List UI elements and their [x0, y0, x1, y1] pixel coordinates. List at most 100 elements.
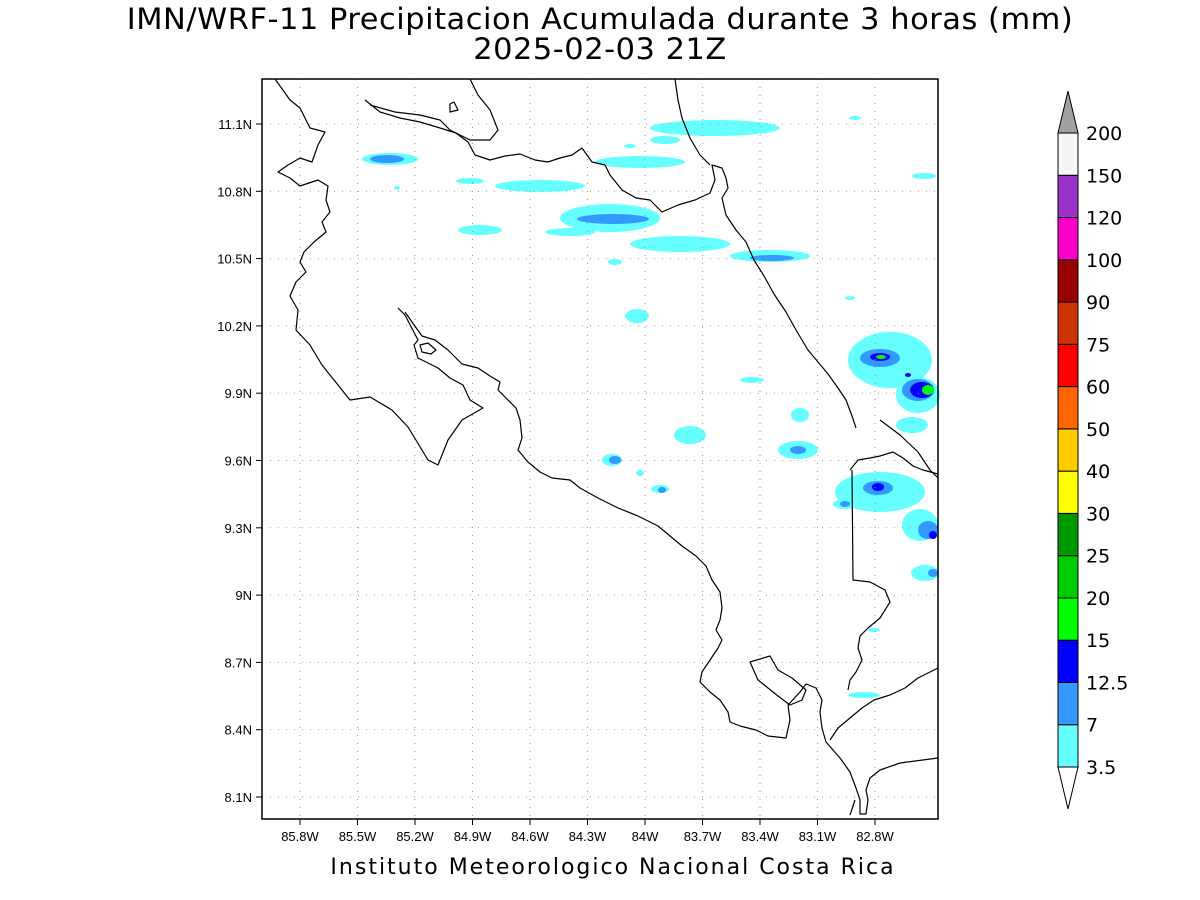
precip-area — [905, 373, 911, 377]
colorbar-label: 20 — [1086, 588, 1110, 610]
coastline — [274, 78, 939, 816]
colorbar-label: 90 — [1086, 292, 1110, 314]
colorbar-label: 7 — [1086, 715, 1098, 737]
precip-area — [896, 417, 928, 433]
lat-tick-label: 10.8N — [217, 184, 252, 199]
precip-area — [791, 408, 809, 422]
lon-tick-label: 83.1W — [799, 829, 837, 844]
footer-credit: Instituto Meteorologico Nacional Costa R… — [330, 855, 896, 880]
precip-area — [608, 259, 622, 265]
colorbar-swatch — [1057, 681, 1079, 726]
precip-area — [911, 565, 939, 581]
lat-tick-label: 8.4N — [225, 723, 252, 738]
lon-tick-label: 85.2W — [396, 829, 434, 844]
precip-area — [790, 446, 806, 454]
colorbar-label: 150 — [1086, 165, 1122, 187]
precip-area — [912, 173, 936, 179]
precip-area — [624, 144, 636, 148]
precip-area — [928, 569, 938, 577]
lat-tick-label: 8.7N — [225, 655, 252, 670]
colorbar-label: 100 — [1086, 250, 1122, 272]
precip-area — [458, 225, 502, 235]
precip-area — [868, 628, 880, 632]
lon-tick-label: 83.4W — [741, 829, 779, 844]
precip-area — [872, 483, 884, 491]
colorbar-swatch — [1057, 301, 1079, 345]
lon-tick-label: 84.3W — [569, 829, 607, 844]
map-title: IMN/WRF-11 Precipitacion Acumulada duran… — [126, 2, 1074, 36]
colorbar-label: 30 — [1086, 503, 1110, 525]
precip-area — [658, 487, 666, 493]
precip-area — [370, 155, 404, 163]
lat-tick-label: 10.2N — [217, 319, 252, 334]
colorbar-swatch — [1057, 512, 1079, 557]
colorbar-label: 3.5 — [1086, 757, 1116, 779]
precip-area — [650, 136, 680, 144]
precip-area — [650, 120, 780, 136]
precip-area — [922, 385, 934, 395]
colorbar-swatch — [1057, 555, 1079, 599]
map-timestamp: 2025-02-03 21Z — [473, 32, 727, 66]
colorbar-swatch — [1057, 386, 1079, 430]
axis-ticks: 85.8W 85.5W 85.2W 84.9W 84.6W 84.3W 84W 83.7W 83… — [217, 117, 894, 844]
precip-area — [740, 377, 764, 383]
colorbar-label: 25 — [1086, 546, 1110, 568]
colorbar-swatch — [1057, 428, 1079, 472]
precipitation-areas — [362, 116, 940, 698]
lat-tick-label: 9.6N — [225, 454, 252, 469]
colorbar-label: 15 — [1086, 630, 1110, 652]
lat-tick-label: 8.1N — [225, 790, 252, 805]
lon-tick-label: 85.5W — [339, 829, 377, 844]
precip-area — [929, 531, 937, 539]
colorbar-label: 40 — [1086, 461, 1110, 483]
lon-tick-label: 85.8W — [281, 829, 319, 844]
colorbar-swatch — [1057, 724, 1079, 768]
colorbar-swatch — [1057, 597, 1079, 641]
lon-tick-label: 84W — [632, 829, 659, 844]
precip-area — [595, 156, 685, 168]
precip-area — [625, 309, 649, 323]
lon-tick-label: 84.9W — [454, 829, 492, 844]
colorbar-label: 120 — [1086, 208, 1122, 230]
precip-area — [876, 355, 886, 359]
colorbar: 3.5 7 12.5 15 20 25 30 40 50 60 75 90 100 120 150 200 — [1057, 90, 1128, 810]
colorbar-swatch — [1057, 343, 1079, 388]
precip-area — [636, 470, 644, 476]
colorbar-swatch — [1057, 217, 1079, 261]
precip-area — [674, 426, 706, 444]
colorbar-over-triangle — [1057, 90, 1079, 134]
lon-tick-label: 83.7W — [684, 829, 722, 844]
precip-area — [394, 186, 400, 190]
graticule — [262, 79, 938, 819]
colorbar-label: 60 — [1086, 377, 1110, 399]
lat-tick-label: 11.1N — [218, 117, 252, 132]
colorbar-swatch — [1057, 132, 1079, 176]
precip-area — [577, 214, 649, 224]
precip-area — [456, 178, 484, 184]
colorbar-label: 200 — [1086, 123, 1122, 145]
precip-area — [848, 692, 880, 698]
colorbar-label: 50 — [1086, 419, 1110, 441]
lon-tick-label: 82.8W — [856, 829, 894, 844]
precip-area — [495, 180, 585, 192]
precip-area — [750, 255, 794, 261]
precip-area — [845, 296, 855, 300]
colorbar-swatch — [1057, 174, 1079, 219]
map-frame — [261, 78, 939, 820]
colorbar-swatch — [1057, 470, 1079, 514]
lat-tick-label: 10.5N — [217, 252, 252, 267]
colorbar-swatch — [1057, 259, 1079, 303]
colorbar-label: 12.5 — [1086, 672, 1128, 694]
precip-area — [849, 116, 861, 120]
lat-tick-label: 9.9N — [225, 386, 252, 401]
lat-tick-label: 9.3N — [225, 521, 252, 536]
precip-area — [630, 236, 730, 252]
precip-area — [840, 501, 850, 507]
colorbar-swatch — [1057, 639, 1079, 683]
colorbar-under-triangle — [1057, 766, 1079, 810]
precip-area — [545, 228, 595, 236]
lon-tick-label: 84.6W — [511, 829, 549, 844]
colorbar-label: 75 — [1086, 334, 1110, 356]
lat-tick-label: 9N — [235, 588, 252, 603]
